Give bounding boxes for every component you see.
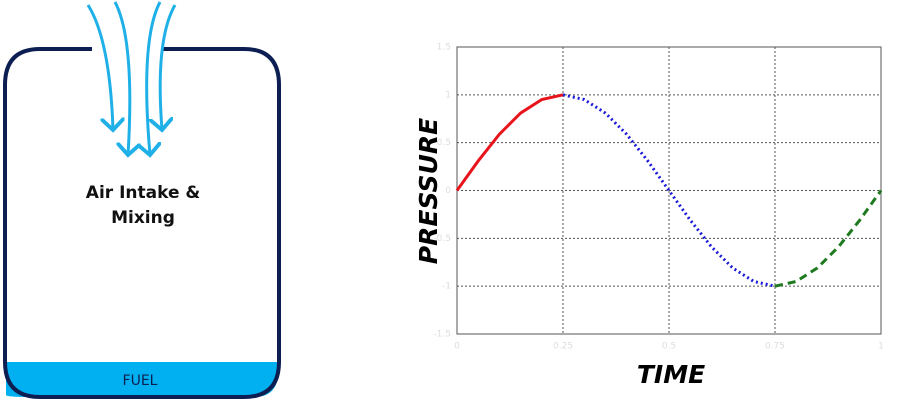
chart: PRESSURE TIME -1.5 -1 -0.5 0 0.5 1 1.5 0 0.25 0.5… (414, 43, 884, 390)
x-tick-label: 0.25 (553, 342, 573, 352)
x-tick-label: 0 (454, 342, 460, 352)
air-arrows (86, 1, 177, 155)
fuel-label: FUEL (123, 373, 158, 389)
line-series (562, 93, 776, 288)
tank: FUEL Air Intake & Mixing (3, 1, 281, 399)
y-tick-label: 0.5 (437, 138, 451, 148)
y-tick-label: 1 (445, 90, 451, 100)
line-series (774, 189, 883, 288)
y-tick-label: 1.5 (437, 43, 451, 53)
x-tick-label: 1 (878, 342, 884, 352)
y-tick-label: -1 (442, 282, 451, 292)
fuel-fill (6, 362, 278, 397)
tank-outline (3, 47, 281, 399)
tank-label: Air Intake & (86, 183, 201, 203)
x-tick-label: 0.5 (662, 342, 676, 352)
y-tick-label: 0 (445, 186, 451, 196)
line-series (455, 93, 564, 192)
x-tick-label: 0.75 (765, 342, 785, 352)
y-tick-label: -1.5 (433, 330, 451, 340)
y-tick-label: -0.5 (433, 234, 451, 244)
y-axis-label: PRESSURE (414, 118, 443, 264)
x-axis-label: TIME (637, 360, 705, 389)
tank-label: Mixing (111, 208, 175, 228)
